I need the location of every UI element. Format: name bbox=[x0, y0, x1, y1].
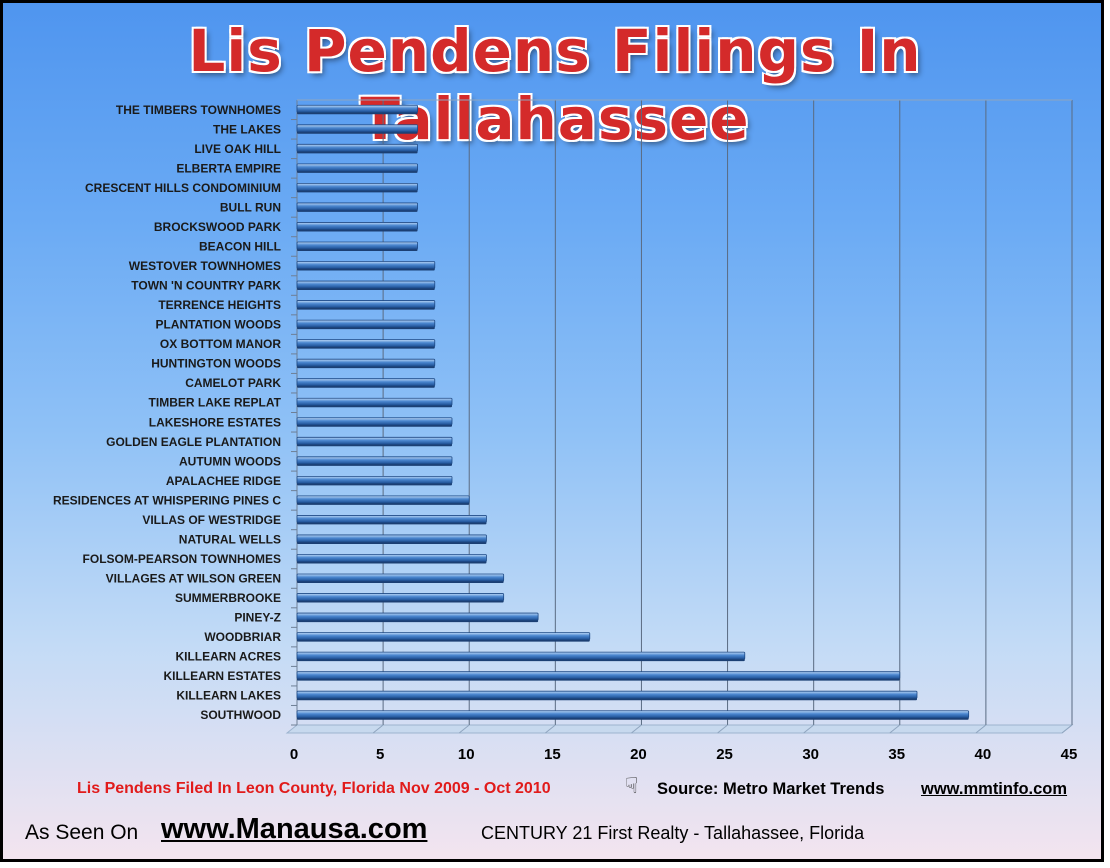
category-label: TIMBER LAKE REPLAT bbox=[149, 396, 282, 410]
x-tick-label: 0 bbox=[290, 746, 298, 763]
source-label: Source: Metro Market Trends bbox=[657, 780, 885, 798]
bar bbox=[296, 436, 453, 445]
category-label: BULL RUN bbox=[220, 200, 281, 214]
bar bbox=[296, 241, 418, 250]
gridline-floor bbox=[975, 724, 987, 734]
bar bbox=[296, 456, 453, 465]
category-label: LAKESHORE ESTATES bbox=[149, 415, 281, 429]
chart-footnote: Lis Pendens Filed In Leon County, Florid… bbox=[77, 780, 551, 797]
as-seen-on-label: As Seen On bbox=[25, 821, 139, 844]
gridline-floor bbox=[1061, 724, 1073, 734]
category-label: KILLEARN LAKES bbox=[176, 689, 281, 703]
x-tick-label: 25 bbox=[716, 746, 733, 763]
bar bbox=[296, 495, 470, 504]
category-label: HUNTINGTON WOODS bbox=[151, 357, 281, 371]
category-label: BEACON HILL bbox=[199, 239, 281, 253]
category-label: APALACHEE RIDGE bbox=[166, 474, 281, 488]
category-label: KILLEARN ACRES bbox=[175, 650, 281, 664]
gridline-floor bbox=[889, 724, 901, 734]
bar bbox=[296, 300, 436, 308]
category-label: KILLEARN ESTATES bbox=[163, 669, 281, 683]
category-label: ELBERTA EMPIRE bbox=[176, 161, 281, 175]
gridline-floor bbox=[717, 724, 728, 734]
chart-title: Lis Pendens Filings In Tallahassee bbox=[188, 17, 922, 153]
bar bbox=[296, 124, 418, 133]
x-tick-label: 45 bbox=[1061, 746, 1078, 763]
bar bbox=[296, 280, 436, 289]
category-label: FOLSOM-PEARSON TOWNHOMES bbox=[83, 552, 281, 566]
bar bbox=[296, 671, 901, 680]
bar bbox=[296, 378, 436, 387]
bar bbox=[296, 710, 970, 719]
category-label: TOWN 'N COUNTRY PARK bbox=[131, 279, 281, 293]
x-tick-label: 10 bbox=[458, 746, 475, 763]
bar bbox=[296, 104, 418, 113]
gridline-floor bbox=[803, 724, 814, 734]
gridline-floor bbox=[372, 724, 384, 734]
gridline-floor bbox=[631, 724, 642, 734]
category-label: CAMELOT PARK bbox=[185, 376, 281, 390]
bar bbox=[296, 358, 436, 367]
category-label: PINEY-Z bbox=[234, 611, 281, 625]
bar bbox=[296, 339, 436, 348]
gridline-floor bbox=[458, 724, 470, 734]
x-tick-label: 20 bbox=[630, 746, 647, 763]
bar bbox=[296, 182, 418, 191]
category-label: LIVE OAK HILL bbox=[194, 142, 281, 156]
x-tick-label: 30 bbox=[802, 746, 819, 763]
bar bbox=[296, 612, 539, 621]
category-label: THE LAKES bbox=[213, 122, 281, 136]
bar bbox=[296, 397, 453, 406]
bar bbox=[296, 222, 418, 230]
bar bbox=[296, 202, 418, 211]
bar-chart: 0 5 10 15 20 25 30 35 40 45 THE TIMBERS TOWNHOMES T… bbox=[53, 99, 1078, 763]
site-link[interactable]: www.Manausa.com bbox=[161, 813, 428, 845]
bar bbox=[296, 319, 436, 328]
category-label: TERRENCE HEIGHTS bbox=[158, 298, 281, 312]
category-label: WOODBRIAR bbox=[204, 630, 281, 644]
category-label: WESTOVER TOWNHOMES bbox=[129, 259, 281, 273]
realty-label: CENTURY 21 First Realty - Tallahassee, F… bbox=[481, 823, 865, 843]
bar bbox=[296, 534, 487, 543]
category-label: OX BOTTOM MANOR bbox=[160, 337, 281, 351]
category-label: CRESCENT HILLS CONDOMINIUM bbox=[85, 181, 281, 195]
bar bbox=[296, 554, 487, 562]
source-link[interactable]: www.mmtinfo.com bbox=[921, 780, 1068, 798]
category-label: THE TIMBERS TOWNHOMES bbox=[116, 103, 281, 117]
bar bbox=[296, 651, 746, 660]
x-tick-label: 5 bbox=[376, 746, 384, 763]
bar bbox=[296, 475, 453, 484]
chart-floor bbox=[285, 724, 1074, 734]
category-label: AUTUMN WOODS bbox=[179, 454, 281, 468]
bar bbox=[296, 690, 918, 699]
category-label: SOUTHWOOD bbox=[200, 708, 281, 722]
category-label: BROCKSWOOD PARK bbox=[154, 220, 281, 234]
bar bbox=[296, 632, 591, 641]
category-label: RESIDENCES AT WHISPERING PINES C bbox=[53, 493, 281, 507]
bar bbox=[296, 163, 418, 172]
bar bbox=[296, 417, 453, 426]
bar bbox=[296, 261, 436, 269]
x-tick-label: 40 bbox=[975, 746, 992, 763]
bar bbox=[296, 573, 505, 582]
category-label: VILLAS OF WESTRIDGE bbox=[142, 513, 281, 527]
gridline-floor bbox=[545, 724, 556, 734]
category-label: SUMMERBROOKE bbox=[175, 591, 281, 605]
bar bbox=[296, 593, 505, 601]
category-label: PLANTATION WOODS bbox=[155, 318, 281, 332]
category-label: NATURAL WELLS bbox=[179, 532, 281, 546]
x-tick-label: 15 bbox=[544, 746, 561, 763]
pointing-hand-icon: ☟ bbox=[625, 773, 639, 798]
bar bbox=[296, 143, 418, 152]
bar bbox=[296, 515, 487, 523]
x-tick-label: 35 bbox=[888, 746, 905, 763]
category-label: GOLDEN EAGLE PLANTATION bbox=[106, 435, 281, 449]
category-label: VILLAGES AT WILSON GREEN bbox=[106, 572, 281, 586]
